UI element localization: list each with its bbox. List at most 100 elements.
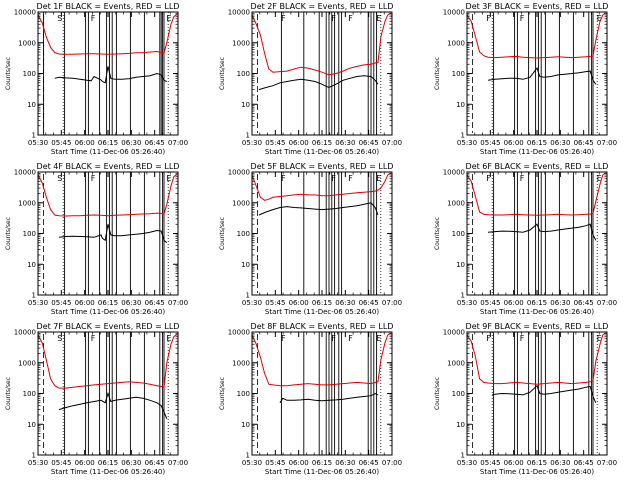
marker-label: E (166, 334, 171, 343)
x-tick-label: 06:30 (550, 299, 570, 307)
y-tick-label: 10 (241, 101, 250, 109)
x-tick-label: 05:45 (480, 139, 500, 147)
x-axis-label: Start Time (11-Dec-06 05:26:40) (51, 308, 165, 316)
x-tick-label: 06:45 (359, 139, 379, 147)
marker-label: F (281, 174, 286, 183)
x-tick-label: 06:45 (145, 139, 165, 147)
series-events-line (54, 66, 167, 84)
marker-label: E (597, 174, 602, 183)
series-lld-line (466, 172, 606, 216)
x-tick-label: 07:00 (168, 459, 188, 467)
y-axis-label: Counts/sec (5, 377, 12, 410)
series-events-line (279, 392, 379, 404)
x-tick-label: 06:30 (550, 459, 570, 467)
x-tick-label: 06:30 (335, 139, 355, 147)
y-tick-label: 1000 (18, 199, 36, 207)
x-tick-label: 06:00 (75, 299, 95, 307)
series-lld-line (37, 13, 177, 55)
series-events-line (258, 75, 379, 91)
marker-label: F (91, 334, 96, 343)
y-tick-label: 10 (241, 421, 250, 429)
y-tick-label: 10000 (14, 9, 36, 17)
y-tick-label: 1 (461, 292, 465, 300)
y-axis-label: Counts/sec (434, 57, 441, 90)
x-tick-label: 05:30 (457, 459, 477, 467)
x-axis-label: Start Time (11-Dec-06 05:26:40) (265, 148, 379, 156)
x-tick-label: 06:45 (574, 139, 594, 147)
x-tick-label: 06:30 (121, 139, 141, 147)
x-tick-label: 07:00 (168, 299, 188, 307)
marker-label: F (281, 334, 286, 343)
marker-label: F (486, 174, 491, 183)
series-lld-line (466, 332, 606, 385)
y-tick-label: 10 (241, 261, 250, 269)
x-tick-label: 05:45 (480, 459, 500, 467)
plot-frame (466, 171, 608, 296)
x-tick-label: 06:45 (145, 459, 165, 467)
series-events-line (258, 202, 379, 216)
y-axis-label: Counts/sec (219, 377, 226, 410)
x-tick-label: 05:45 (265, 459, 285, 467)
chart-panel-7: Det 7F BLACK = Events, RED = LLD Counts/s… (5, 322, 188, 476)
x-tick-label: 06:15 (312, 459, 332, 467)
y-tick-label: 1 (461, 132, 465, 140)
marker-label: S (57, 174, 62, 183)
x-tick-label: 06:45 (574, 299, 594, 307)
marker-label: E (376, 334, 381, 343)
series-events-line (487, 223, 597, 241)
marker-label: F (348, 14, 353, 23)
y-tick-label: 1 (32, 132, 36, 140)
x-axis-label: Start Time (11-Dec-06 05:26:40) (480, 468, 594, 476)
x-tick-label: 06:30 (121, 459, 141, 467)
marker-label: E (597, 334, 602, 343)
x-axis-label: Start Time (11-Dec-06 05:26:40) (265, 468, 379, 476)
x-tick-label: 06:15 (98, 299, 118, 307)
x-tick-label: 05:30 (457, 139, 477, 147)
x-tick-label: 05:30 (242, 459, 262, 467)
marker-label: E (166, 14, 171, 23)
y-tick-label: 10 (456, 421, 465, 429)
x-tick-label: 07:00 (597, 459, 617, 467)
y-tick-label: 10000 (228, 9, 250, 17)
y-axis-label: Counts/sec (434, 217, 441, 250)
y-tick-label: 100 (452, 230, 465, 238)
y-tick-label: 100 (452, 70, 465, 78)
y-tick-label: 1000 (447, 199, 465, 207)
x-tick-label: 07:00 (168, 139, 188, 147)
x-tick-label: 06:00 (504, 139, 524, 147)
x-tick-label: 06:30 (335, 299, 355, 307)
x-tick-label: 06:00 (75, 459, 95, 467)
x-tick-label: 06:15 (98, 459, 118, 467)
marker-label: S (57, 14, 62, 23)
x-tick-label: 05:45 (51, 459, 71, 467)
series-lld-line (251, 172, 391, 201)
y-tick-label: 1000 (18, 359, 36, 367)
x-tick-label: 06:00 (289, 299, 309, 307)
marker-label: F (331, 174, 336, 183)
x-axis-label: Start Time (11-Dec-06 05:26:40) (265, 308, 379, 316)
chart-panel-8: Det 8F BLACK = Events, RED = LLD Counts/s… (219, 322, 402, 476)
plot-frame (37, 171, 179, 296)
chart-title: Det 3F BLACK = Events, RED = LLD (466, 2, 609, 11)
chart-title: Det 1F BLACK = Events, RED = LLD (37, 2, 180, 11)
chart-panel-3: Det 3F BLACK = Events, RED = LLD Counts/s… (434, 2, 617, 156)
y-tick-label: 1 (246, 132, 250, 140)
x-tick-label: 05:30 (28, 459, 48, 467)
y-axis-label: Counts/sec (219, 217, 226, 250)
y-tick-label: 1 (246, 452, 250, 460)
y-tick-label: 1 (246, 292, 250, 300)
y-tick-label: 100 (452, 390, 465, 398)
x-tick-label: 06:30 (121, 299, 141, 307)
series-lld-line (37, 173, 177, 217)
x-tick-label: 06:45 (574, 459, 594, 467)
chart-panel-2: Det 2F BLACK = Events, RED = LLD Counts/s… (219, 2, 402, 156)
marker-label: F (486, 14, 491, 23)
y-axis-label: Counts/sec (5, 217, 12, 250)
x-tick-label: 06:15 (98, 139, 118, 147)
x-tick-label: 06:00 (289, 459, 309, 467)
marker-label: F (348, 174, 353, 183)
y-tick-label: 10 (456, 101, 465, 109)
chart-title: Det 7F BLACK = Events, RED = LLD (37, 322, 180, 331)
y-tick-label: 10000 (14, 169, 36, 177)
